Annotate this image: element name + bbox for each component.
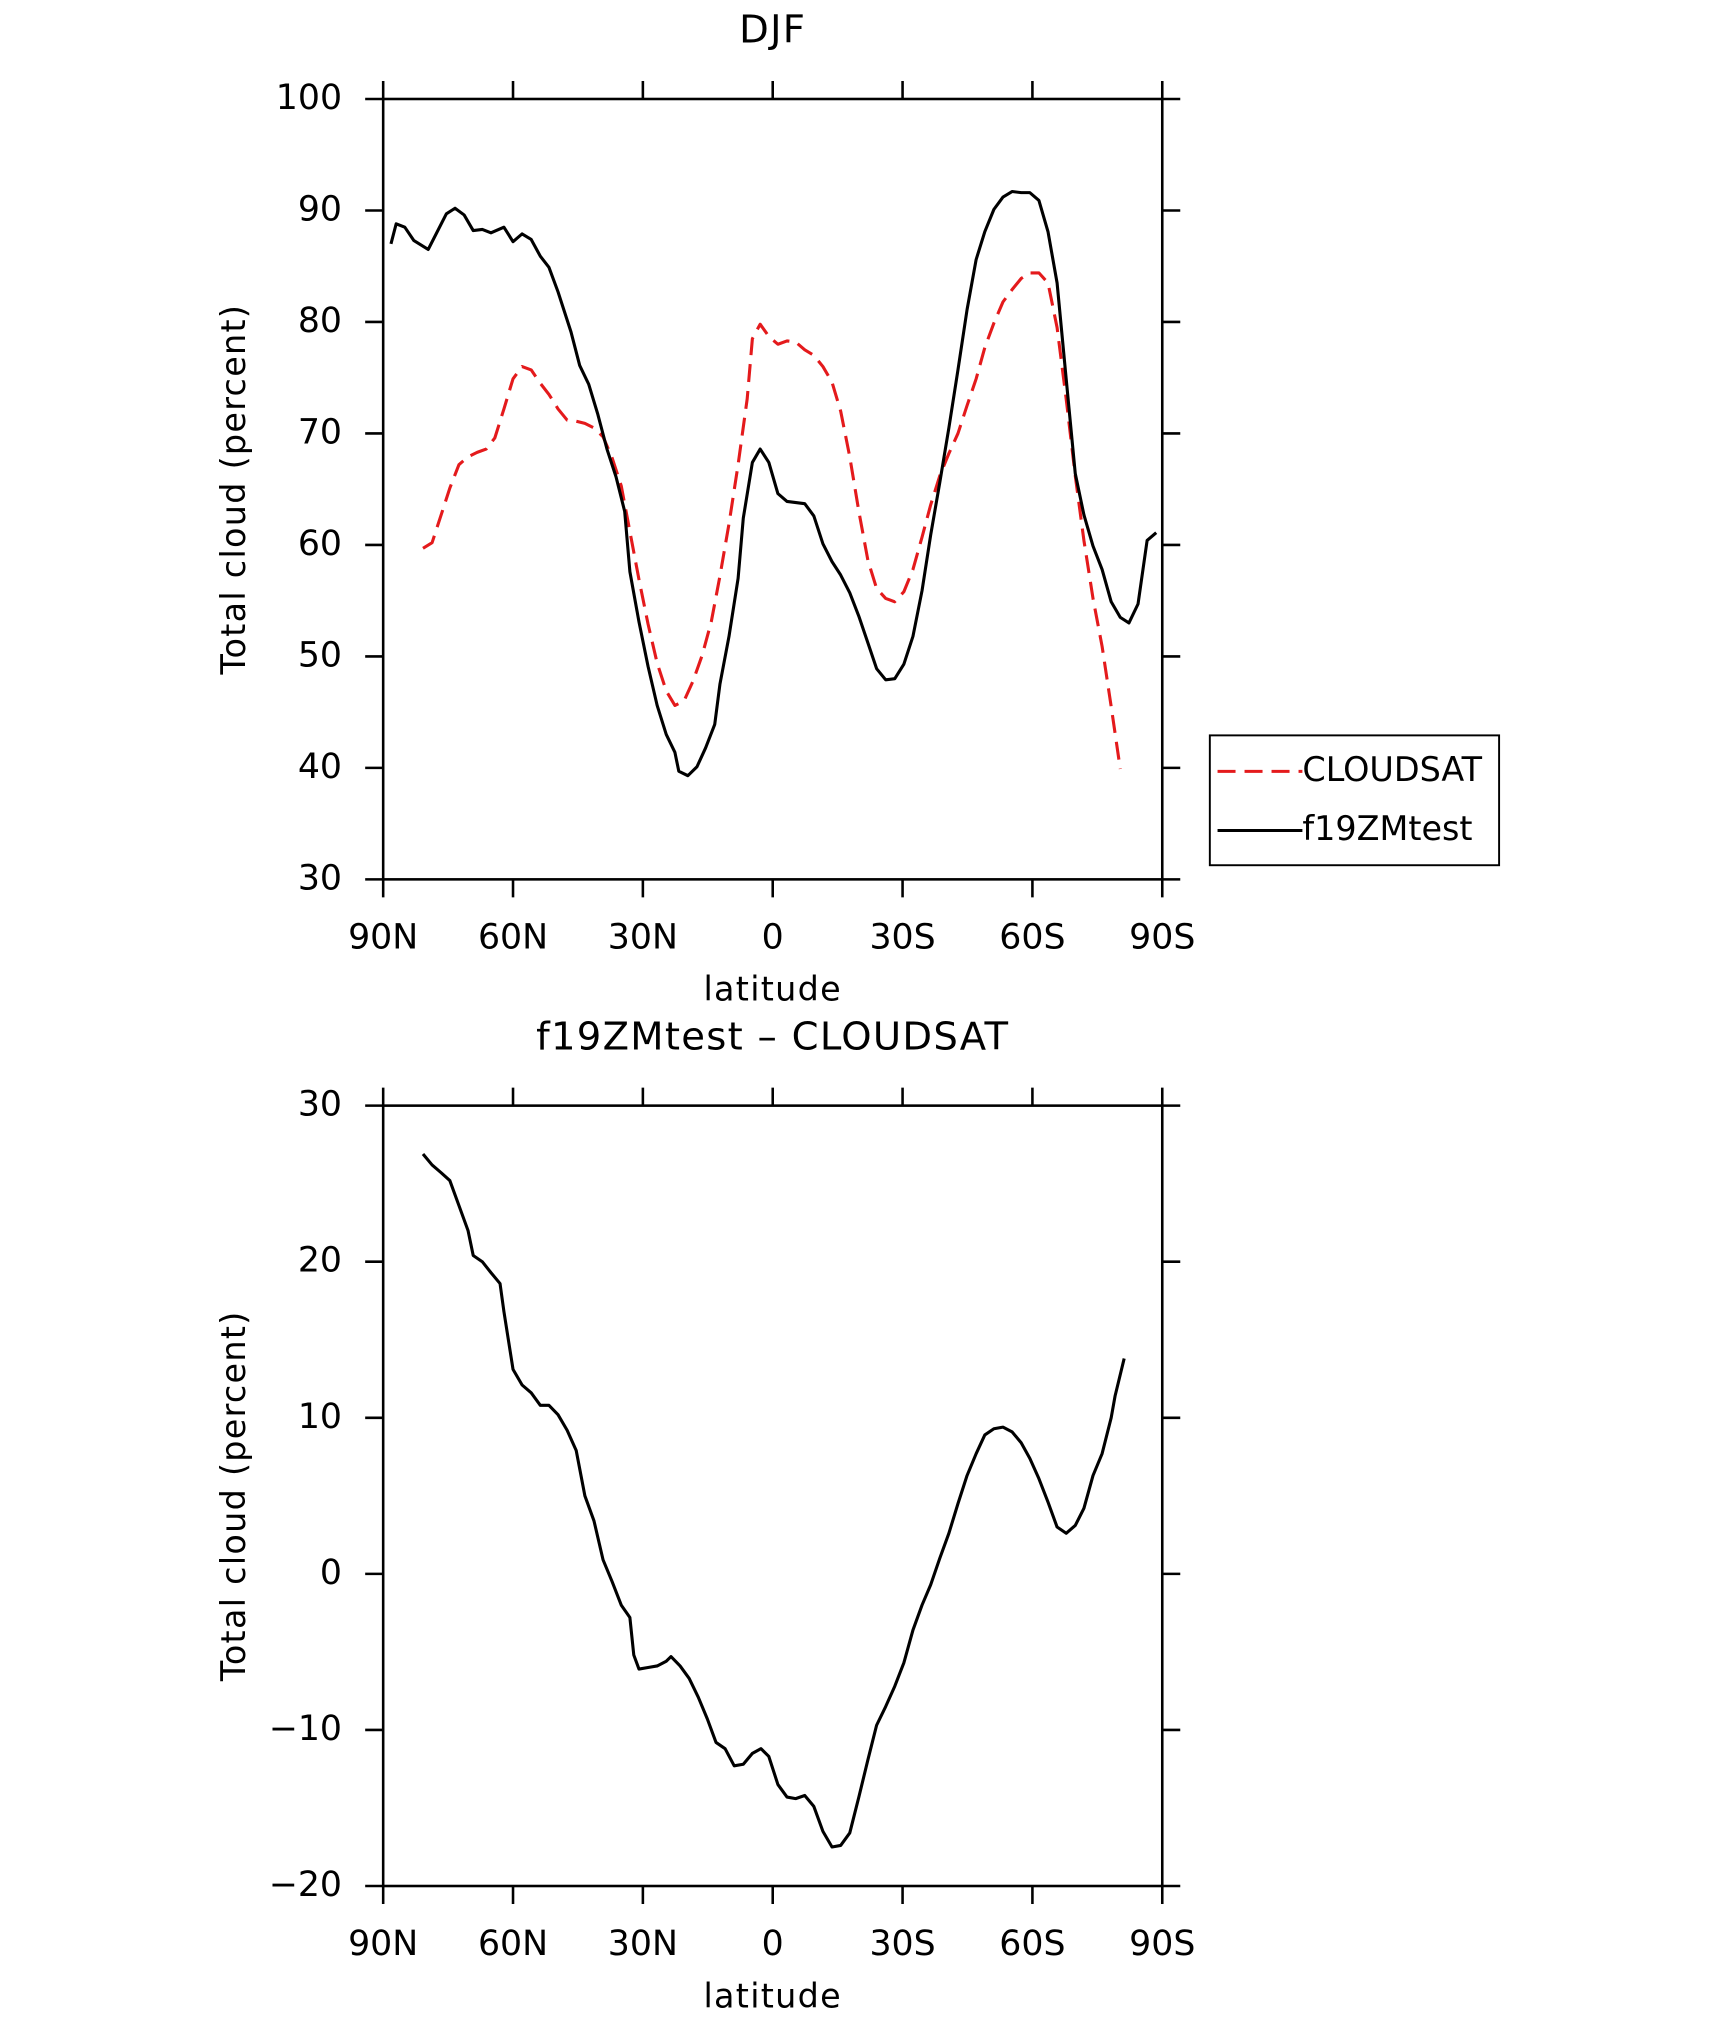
y-tick-label: 10	[298, 1397, 342, 1437]
plot-frame	[381, 97, 1164, 881]
x-tick-label: 0	[762, 918, 784, 958]
y-tick-label: −20	[269, 1865, 342, 1905]
x-tick-label: 60S	[999, 1924, 1065, 1964]
x-tick-label: 60S	[999, 918, 1065, 958]
y-tick-label: 40	[298, 747, 342, 787]
y-tick-label: 20	[298, 1241, 342, 1281]
panel: DJF latitude Total cloud (percent) 90N 60N 30…	[214, 8, 1501, 1009]
y-tick-label: 100	[276, 78, 342, 118]
legend-box	[1208, 734, 1501, 867]
y-tick-label: 50	[298, 635, 342, 675]
x-tick-label: 60N	[478, 1924, 548, 1964]
data-line	[422, 271, 1122, 770]
y-tick-label: 80	[298, 301, 342, 341]
y-axis-label: Total cloud (percent)	[214, 304, 253, 676]
panel: f19ZMtest – CLOUDSAT latitude Total cloud …	[214, 1014, 1196, 2015]
x-axis-label: latitude	[703, 970, 841, 1009]
chart-title: DJF	[739, 8, 806, 53]
data-line	[421, 1153, 1126, 1849]
x-axis-label: latitude	[703, 1976, 841, 2015]
y-tick-label: −10	[269, 1709, 342, 1749]
data-line	[389, 189, 1158, 778]
x-tick-label: 90S	[1129, 918, 1195, 958]
y-tick-label: 90	[298, 189, 342, 229]
y-tick-label: 70	[298, 412, 342, 452]
legend-label: CLOUDSAT	[1302, 750, 1482, 789]
chart-title: f19ZMtest – CLOUDSAT	[536, 1014, 1009, 1059]
legend-label: f19ZMtest	[1302, 809, 1472, 848]
x-tick-label: 0	[762, 1924, 784, 1964]
x-tick-label: 30S	[869, 918, 935, 958]
x-tick-label: 30S	[869, 1924, 935, 1964]
y-tick-label: 60	[298, 524, 342, 564]
x-tick-label: 30N	[608, 1924, 678, 1964]
x-tick-label: 90N	[348, 1924, 418, 1964]
x-tick-label: 90N	[348, 918, 418, 958]
plot-frame	[381, 1104, 1164, 1888]
x-tick-label: 30N	[608, 918, 678, 958]
y-tick-label: 30	[298, 1085, 342, 1125]
y-axis-label: Total cloud (percent)	[214, 1310, 253, 1682]
y-tick-label: 0	[320, 1553, 342, 1593]
x-tick-label: 60N	[478, 918, 548, 958]
x-tick-label: 90S	[1129, 1924, 1195, 1964]
y-tick-label: 30	[298, 858, 342, 898]
